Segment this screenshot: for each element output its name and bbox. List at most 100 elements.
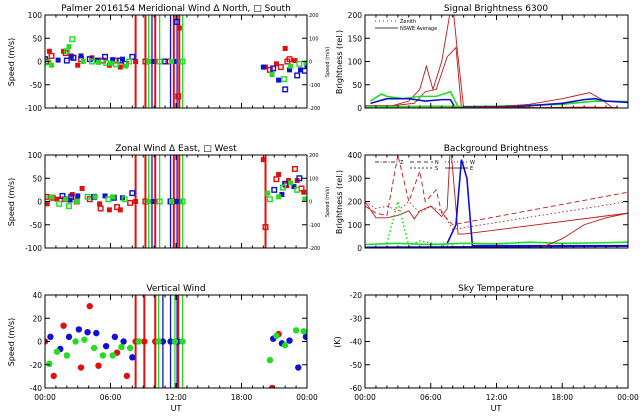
data-point-blue <box>70 54 77 61</box>
panel-background-brightness: Background Brightness Brightness (rel.) … <box>335 144 629 253</box>
data-point-blue <box>65 333 73 341</box>
data-point-red <box>268 384 276 388</box>
data-point-red <box>133 199 139 204</box>
data-point-green <box>63 352 71 359</box>
data-point-red <box>273 61 279 67</box>
y-tick-label-right: 200 <box>309 153 319 159</box>
data-point-red <box>54 196 60 202</box>
y-tick-label: -60 <box>350 384 362 393</box>
y-tick-label: 0 <box>37 198 42 207</box>
legend-label-s: S <box>435 166 438 172</box>
data-point-blue <box>301 67 307 74</box>
panel-title: Vertical Wind <box>146 284 205 294</box>
x-tick-label: 00:00 <box>34 393 56 402</box>
data-point-green <box>105 196 112 203</box>
data-point-green <box>110 194 116 200</box>
y-tick-label: 50 <box>352 81 362 90</box>
y-tick-label-right: 200 <box>309 13 319 19</box>
data-point-red <box>152 59 158 64</box>
y-axis-label: (K) <box>333 336 342 348</box>
panel-title: Background Brightness <box>444 144 549 154</box>
y-tick-label-right: 100 <box>309 176 319 182</box>
data-point-red <box>117 64 123 70</box>
y-tick-label-right: -200 <box>309 246 320 252</box>
data-point-blue <box>120 338 127 345</box>
data-point-red <box>260 157 266 163</box>
data-point-blue <box>286 337 293 344</box>
data-point-blue <box>102 53 109 60</box>
series-line-red-2 <box>365 46 462 108</box>
data-point-red <box>277 64 284 71</box>
y-tick-label: -20 <box>30 361 42 370</box>
data-point-green <box>169 199 175 204</box>
data-point-blue <box>279 192 285 198</box>
data-point-green <box>95 59 101 65</box>
data-point-red <box>97 205 104 212</box>
y-axis-label: Brightness (rel.) <box>335 170 344 234</box>
y-tick-label: 40 <box>32 291 42 300</box>
data-point-green <box>288 63 294 69</box>
y-tick-label: 200 <box>348 11 363 20</box>
legend-label-n: N <box>435 160 439 166</box>
data-point-green <box>266 356 274 364</box>
data-point-red <box>114 204 121 211</box>
data-point-green <box>103 59 110 66</box>
y-axis-label: Speed (m/s) <box>7 178 16 227</box>
data-point-green <box>112 61 119 68</box>
y-tick-label: 50 <box>32 174 42 183</box>
data-point-blue <box>294 72 301 79</box>
y-tick-label: 400 <box>348 151 363 160</box>
data-point-blue <box>296 175 303 182</box>
data-point-green <box>53 348 61 355</box>
data-point-green <box>126 58 133 65</box>
data-point-blue <box>67 197 73 203</box>
x-tick-label: 12:00 <box>486 393 508 402</box>
y-tick-label: 0 <box>37 58 42 67</box>
data-point-blue <box>302 333 307 341</box>
data-point-green <box>69 36 76 43</box>
plot-area <box>45 295 307 388</box>
data-point-blue <box>68 193 75 200</box>
series-line-red-dot <box>365 200 628 230</box>
data-point-green <box>109 60 115 66</box>
data-point-green <box>281 342 289 349</box>
data-point-green <box>300 328 307 335</box>
y-tick-label: 100 <box>28 151 43 160</box>
panel-signal-brightness: Signal Brightness 6300 Brightness (rel.)… <box>335 4 629 113</box>
plot-frame <box>364 294 629 389</box>
data-point-green <box>273 332 280 340</box>
data-point-red <box>284 58 291 65</box>
legend-label-z: Z <box>400 160 404 166</box>
plot-area <box>45 155 307 248</box>
data-point-blue <box>282 86 289 93</box>
panel-title: Zonal Wind Δ East, □ West <box>115 144 237 154</box>
panel-vertical-wind: Vertical Wind Speed (m/s) UT 40 20 0 -20 -40… <box>7 284 318 413</box>
data-point-blue <box>271 186 278 193</box>
data-point-red <box>127 199 134 206</box>
data-point-red <box>133 59 139 64</box>
series-line-blue-spike <box>446 159 628 247</box>
y-tick-label: 50 <box>32 34 42 43</box>
y-tick-label-right: -200 <box>309 106 320 112</box>
data-point-green <box>118 343 125 351</box>
data-point-green <box>49 62 55 68</box>
data-point-green <box>156 198 163 205</box>
data-point-green <box>265 190 271 196</box>
data-point-green <box>74 199 80 204</box>
x-tick-label: 06:00 <box>100 393 122 402</box>
y-tick-label: 200 <box>348 198 363 207</box>
data-point-green <box>45 59 52 66</box>
data-point-green <box>146 59 152 64</box>
data-point-red <box>97 201 103 207</box>
x-axis-label: UT <box>491 404 502 413</box>
data-point-green <box>63 196 69 202</box>
y-tick-label: -100 <box>25 244 42 253</box>
data-point-red <box>292 58 298 64</box>
data-point-blue <box>149 59 155 64</box>
data-point-green <box>92 194 98 200</box>
series-line-blue-1 <box>370 97 456 108</box>
data-point-green <box>276 194 282 200</box>
x-tick-label: 18:00 <box>551 393 573 402</box>
y-tick-label: -40 <box>30 384 42 393</box>
